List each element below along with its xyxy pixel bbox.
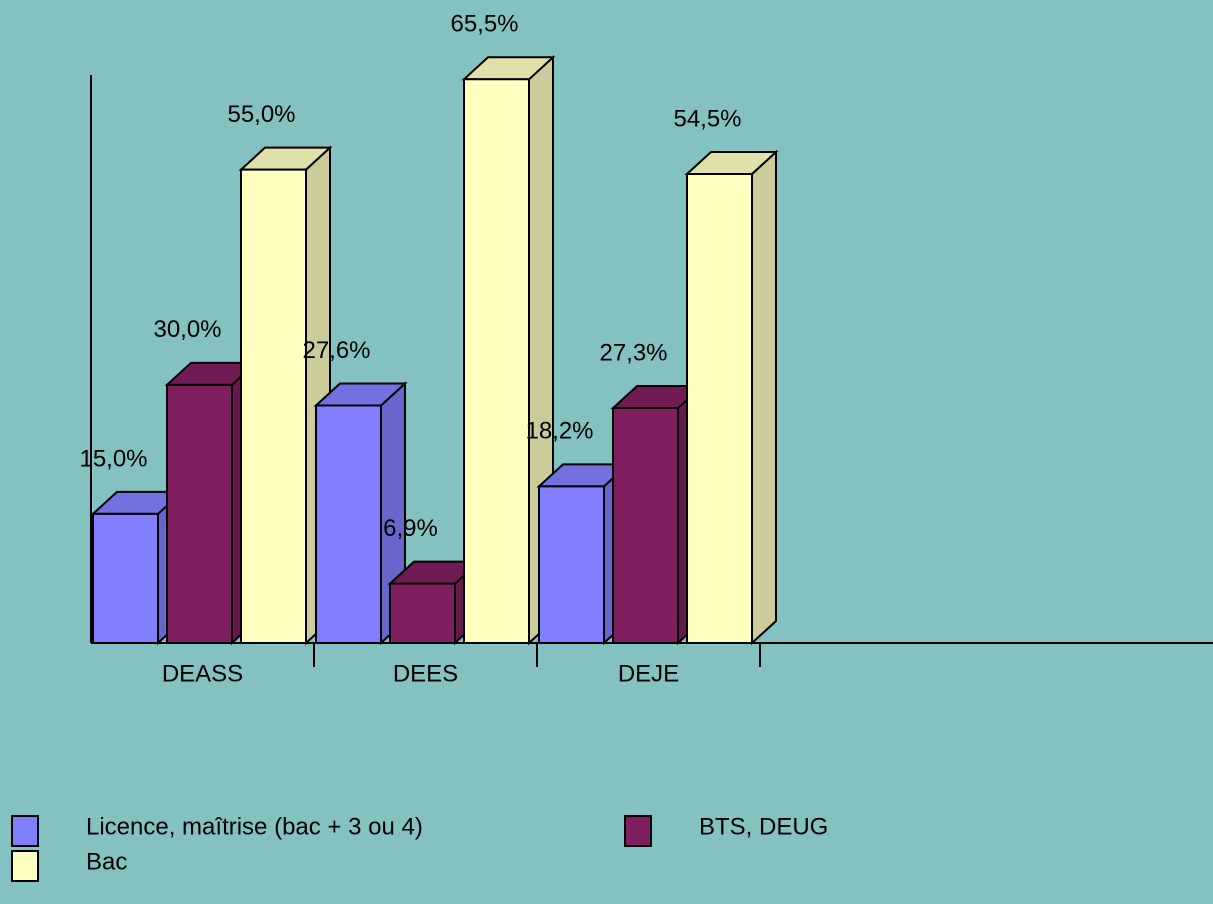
value-label: 54,5% <box>673 105 741 132</box>
value-label: 6,9% <box>383 515 438 542</box>
value-label: 30,0% <box>153 316 221 343</box>
bar-front <box>538 485 605 644</box>
x-tick-label: DEASS <box>162 660 243 687</box>
legend-swatch <box>624 815 652 847</box>
bar <box>684 149 779 646</box>
x-tick-label: DEJE <box>618 660 679 687</box>
bar-front <box>463 78 530 644</box>
legend-label: Licence, maîtrise (bac + 3 ou 4) <box>86 813 423 840</box>
value-label: 65,5% <box>450 11 518 38</box>
bar-front <box>389 582 456 644</box>
bar-front <box>92 512 159 644</box>
bar-front <box>686 172 753 644</box>
x-tick-label: DEES <box>393 660 458 687</box>
value-label: 18,2% <box>525 418 593 445</box>
bar-side <box>751 149 777 646</box>
bar-front <box>315 404 382 644</box>
bar-front <box>240 168 307 644</box>
value-label: 27,3% <box>599 339 667 366</box>
legend-swatch <box>11 850 39 882</box>
legend-label: BTS, DEUG <box>699 813 828 840</box>
value-label: 15,0% <box>79 445 147 472</box>
legend-label: Bac <box>86 848 127 875</box>
bar-front <box>612 407 679 644</box>
value-label: 55,0% <box>227 101 295 128</box>
bar-front <box>166 383 233 644</box>
value-label: 27,6% <box>302 337 370 364</box>
legend-swatch <box>11 815 39 847</box>
